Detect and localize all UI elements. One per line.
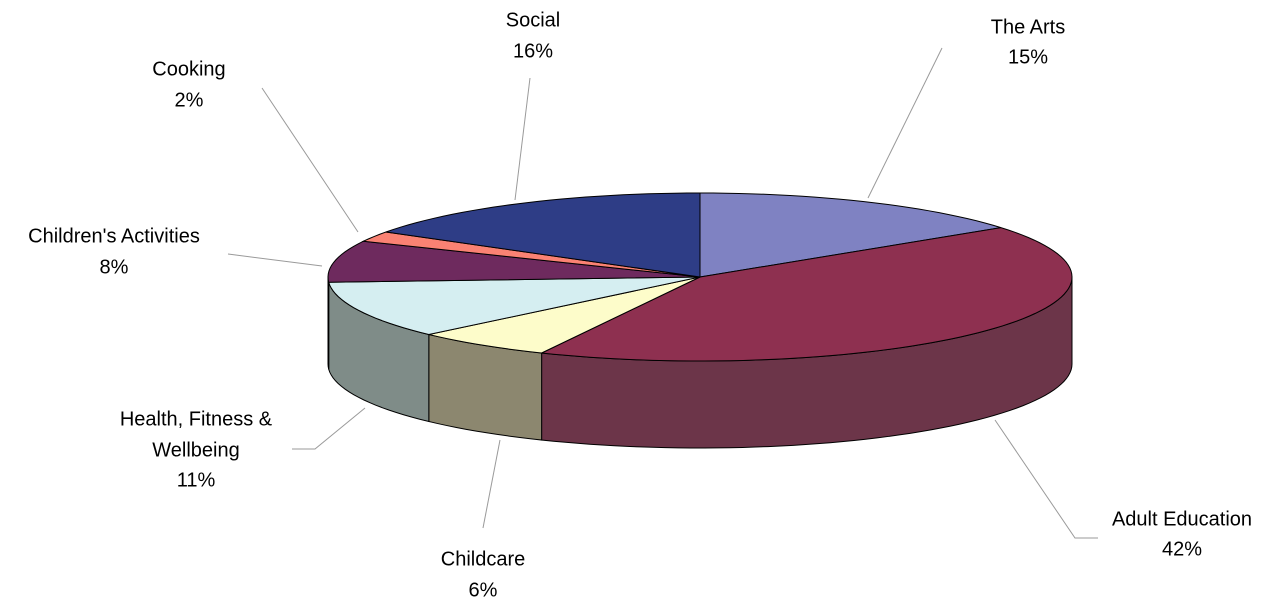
- slice-children-s-activities: [327, 240, 701, 283]
- slice-social: [385, 192, 701, 278]
- leader-line-the-arts: [867, 47, 943, 199]
- slice-side-children-s-activities: [327, 276, 330, 370]
- leader-line-children-s-activities: [227, 253, 323, 267]
- category-label-health-fitness-wellbeing: Wellbeing: [152, 439, 239, 461]
- leader-line-health-fitness-wellbeing: [292, 407, 366, 450]
- category-label-health-fitness-wellbeing: Health, Fitness &: [120, 408, 273, 430]
- category-label-cooking: Cooking: [152, 58, 225, 80]
- percent-label-cooking: 2%: [175, 89, 204, 111]
- percent-label-health-fitness-wellbeing: 11%: [177, 469, 216, 491]
- slice-health-fitness-wellbeing: [328, 276, 701, 336]
- percent-label-children-s-activities: 8%: [100, 256, 129, 278]
- percent-label-the-arts: 15%: [1008, 46, 1048, 68]
- percent-label-social: 16%: [513, 40, 553, 62]
- leader-line-social: [514, 77, 531, 201]
- category-label-childcare: Childcare: [441, 548, 525, 570]
- slice-labels: The Arts 15% Adult Education 42% Childcare 6%…: [28, 9, 1252, 601]
- leader-line-cooking: [261, 87, 359, 233]
- percent-label-childcare: 6%: [469, 579, 498, 601]
- pie-sides: [327, 276, 1073, 449]
- leader-line-childcare: [482, 439, 501, 529]
- slice-the-arts: [699, 192, 1002, 278]
- leader-line-adult-education: [994, 419, 1098, 539]
- pie-slices: [327, 192, 1073, 362]
- slice-adult-education: [539, 227, 1073, 362]
- category-label-adult-education: Adult Education: [1112, 508, 1252, 530]
- percent-label-adult-education: 42%: [1162, 538, 1202, 560]
- category-label-social: Social: [506, 9, 560, 31]
- leader-lines: [227, 47, 1098, 539]
- slice-childcare: [428, 276, 701, 354]
- category-label-the-arts: The Arts: [991, 16, 1065, 38]
- category-label-children-s-activities: Children's Activities: [28, 225, 200, 247]
